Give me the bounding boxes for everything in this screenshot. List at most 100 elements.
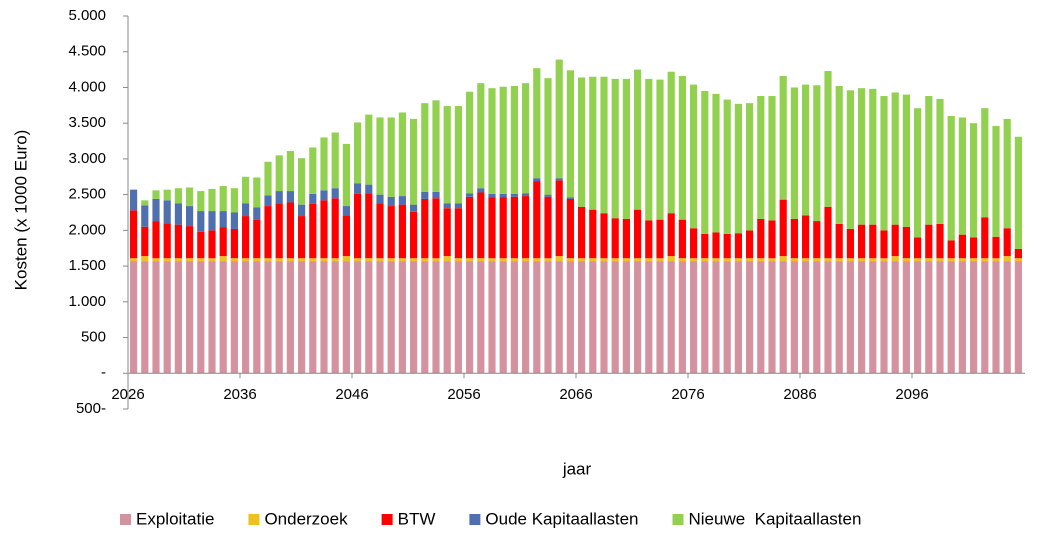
bar-segment	[544, 196, 552, 259]
bar-segment	[835, 223, 843, 259]
bar-segment	[757, 261, 765, 374]
bar-segment	[186, 261, 194, 374]
bar-segment	[667, 71, 675, 214]
bar-segment	[410, 204, 418, 212]
bar-segment	[398, 196, 406, 205]
bar-segment	[936, 223, 944, 259]
bar-segment	[880, 230, 888, 259]
bar-segment	[723, 261, 731, 374]
bar-segment	[958, 258, 966, 262]
bar-segment	[578, 261, 586, 374]
bar-segment	[678, 76, 686, 220]
bar-segment	[197, 231, 205, 259]
bar-segment	[566, 258, 574, 262]
bar-segment	[286, 261, 294, 374]
legend-label: Onderzoek	[264, 509, 348, 528]
bar-segment	[454, 208, 462, 259]
bar-segment	[499, 193, 507, 198]
y-tick-label: 2.500	[68, 186, 106, 203]
bar-segment	[544, 261, 552, 374]
bar-segment	[600, 258, 608, 262]
bar-segment	[846, 90, 854, 229]
bar-segment	[466, 261, 474, 374]
bar-segment	[141, 226, 149, 257]
bar-segment	[824, 258, 832, 262]
bar-segment	[712, 93, 720, 233]
bar-segment	[354, 193, 362, 259]
legend: Exploitatie Onderzoek BTW Oude Kapitaallast…	[120, 509, 861, 528]
bar-segment	[802, 84, 810, 216]
bar-segment	[622, 261, 630, 374]
bar-segment	[454, 258, 462, 262]
bar-segment	[477, 192, 485, 259]
bar-segment	[678, 219, 686, 259]
bar-segment	[309, 261, 317, 374]
bar-segment	[163, 258, 171, 262]
bar-segment	[835, 86, 843, 224]
bar-segment	[130, 261, 138, 374]
bar-segment	[331, 188, 339, 199]
bar-segment	[230, 228, 238, 259]
bar-segment	[275, 261, 283, 374]
bar-segment	[130, 189, 138, 211]
bar-segment	[734, 261, 742, 374]
bar-segment	[768, 220, 776, 259]
bar-segment	[365, 184, 373, 194]
bar-segment	[555, 59, 563, 179]
bar-segment	[970, 123, 978, 238]
bar-segment	[790, 218, 798, 259]
bar-segment	[219, 211, 227, 228]
bar-segment	[398, 258, 406, 262]
bar-segment	[253, 207, 261, 220]
bar-segment	[410, 118, 418, 205]
bar-segment	[421, 198, 429, 259]
bar-segment	[376, 203, 384, 259]
bar-segment	[443, 256, 451, 262]
bar-segment	[690, 228, 698, 259]
bar-segment	[1014, 258, 1022, 262]
bar-segment	[622, 258, 630, 262]
bar-segment	[802, 261, 810, 374]
bar-segment	[846, 258, 854, 262]
bar-segment	[387, 206, 395, 259]
bar-segment	[667, 213, 675, 257]
legend-swatch	[469, 514, 481, 525]
bar-segment	[432, 198, 440, 259]
bar-segment	[197, 258, 205, 262]
bar-segment	[376, 117, 384, 195]
bar-segment	[947, 116, 955, 241]
legend-label: Exploitatie	[136, 509, 214, 528]
bar-segment	[869, 88, 877, 225]
bar-segment	[566, 197, 574, 199]
bar-segment	[264, 195, 272, 207]
bar-segment	[701, 91, 709, 234]
bar-segment	[398, 261, 406, 374]
bar-segment	[533, 258, 541, 262]
bar-segment	[1014, 136, 1022, 249]
bar-segment	[387, 117, 395, 197]
bar-segment	[342, 206, 350, 216]
bar-segment	[298, 216, 306, 259]
bar-segment	[141, 205, 149, 227]
bar-segment	[947, 258, 955, 262]
bar-segment	[958, 261, 966, 374]
x-tick-label: 2046	[335, 386, 368, 403]
bar-segment	[174, 188, 182, 204]
bar-segment	[354, 261, 362, 374]
bar-segment	[712, 232, 720, 259]
bar-segment	[275, 258, 283, 262]
bar-segment	[970, 261, 978, 374]
bar-segment	[914, 258, 922, 262]
bar-segment	[365, 258, 373, 262]
bar-segment	[880, 96, 888, 231]
bar-segment	[398, 204, 406, 259]
bar-segment	[432, 100, 440, 192]
bar-segment	[454, 106, 462, 204]
bar-segment	[253, 258, 261, 262]
bar-segment	[891, 261, 899, 374]
bar-segment	[1003, 228, 1011, 257]
bar-segment	[589, 209, 597, 259]
bar-segment	[1003, 261, 1011, 374]
bar-segment	[219, 186, 227, 212]
bar-segment	[712, 261, 720, 374]
